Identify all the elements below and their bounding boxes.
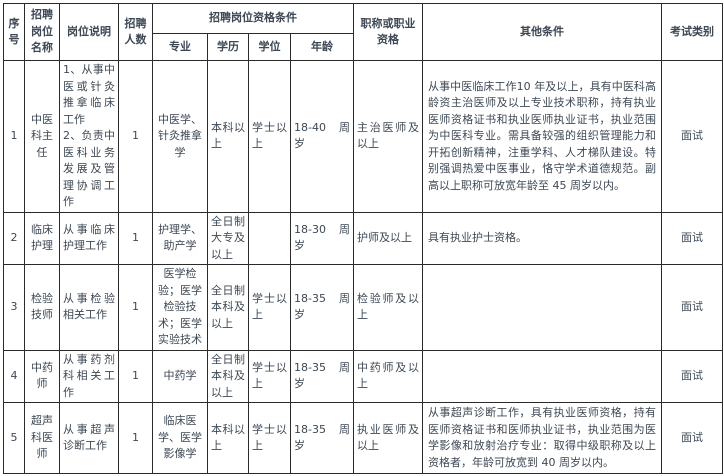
cell-major: 临床医学、医学影像学	[152, 402, 208, 474]
header-cell-age: 年龄	[290, 33, 354, 61]
cell-major: 护理学、助产学	[152, 211, 208, 265]
cell-title-qualification: 中药师及以上	[353, 349, 423, 403]
cell-headcount: 1	[118, 264, 153, 351]
cell-title-qualification: 执业医师及以上	[353, 402, 423, 474]
table-row: 3 检验技师 从事检验相关工作 1 医学检验；医学检验技术；医学实验技术 全日制…	[3, 264, 723, 351]
cell-headcount: 1	[118, 60, 153, 213]
cell-degree: 学士以上	[248, 402, 291, 474]
header-cell-title-qualification: 职称或职业资格	[353, 3, 423, 61]
cell-other-conditions: 从事超声诊断工作，具有执业医师资格，持有医师资格证书和医师执业证书，执业范围为医…	[422, 402, 662, 474]
table-body: 1 中医科主任 1、从事中医或针灸推拿临床工作 2、负责中医科业务发展及管理协调…	[3, 60, 723, 474]
cell-position-name: 检验技师	[24, 264, 60, 351]
cell-age: 18-30 周岁	[290, 211, 354, 265]
header-cell-degree: 学位	[248, 33, 291, 61]
cell-exam-type: 面试	[661, 211, 723, 265]
cell-degree: 学士以上	[248, 349, 291, 403]
table-header: 序号 招聘岗位名称 岗位说明 招聘人数 招聘岗位资格条件 职称或职业资格 其他条…	[3, 3, 723, 61]
cell-age: 18-35 周岁	[290, 402, 354, 474]
header-cell-qualification-group: 招聘岗位资格条件	[152, 3, 354, 34]
cell-position-name: 超声科医师	[24, 402, 60, 474]
cell-serial: 3	[3, 264, 25, 351]
cell-age: 18-35 周岁	[290, 349, 354, 403]
cell-other-conditions	[422, 264, 662, 351]
cell-title-qualification: 检验师及以上	[353, 264, 423, 351]
cell-headcount: 1	[118, 402, 153, 474]
header-cell-education: 学历	[207, 33, 249, 61]
cell-education: 全日制本科及以上	[207, 264, 249, 351]
cell-serial: 1	[3, 60, 25, 213]
header-cell-exam-type: 考试类别	[661, 3, 723, 61]
cell-education: 全日制大专及以上	[207, 211, 249, 265]
cell-title-qualification: 主治医师及以上	[353, 60, 423, 213]
cell-position-desc: 从事检验相关工作	[59, 264, 119, 351]
cell-other-conditions: 从事中医临床工作10 年及以上，具有中医科高龄资主治医师及以上专业技术职称，持有…	[422, 60, 662, 213]
cell-exam-type: 面试	[661, 264, 723, 351]
cell-degree: 学士以上	[248, 60, 291, 213]
cell-position-name: 临床护理	[24, 211, 60, 265]
cell-serial: 2	[3, 211, 25, 265]
cell-education: 本科以上	[207, 60, 249, 213]
header-cell-major: 专业	[152, 33, 208, 61]
table-row: 1 中医科主任 1、从事中医或针灸推拿临床工作 2、负责中医科业务发展及管理协调…	[3, 60, 723, 213]
cell-other-conditions: 具有执业护士资格。	[422, 211, 662, 265]
cell-position-desc: 从事临床护理工作	[59, 211, 119, 265]
cell-education: 全日制本科及以上	[207, 349, 249, 403]
cell-age: 18-35 周岁	[290, 264, 354, 351]
cell-education: 本科以上	[207, 402, 249, 474]
recruitment-positions-table: 序号 招聘岗位名称 岗位说明 招聘人数 招聘岗位资格条件 职称或职业资格 其他条…	[3, 3, 723, 474]
cell-major: 医学检验；医学检验技术；医学实验技术	[152, 264, 208, 351]
cell-degree	[248, 211, 291, 265]
cell-title-qualification: 护师及以上	[353, 211, 423, 265]
table-row: 2 临床护理 从事临床护理工作 1 护理学、助产学 全日制大专及以上 18-30…	[3, 211, 723, 265]
cell-position-desc: 1、从事中医或针灸推拿临床工作 2、负责中医科业务发展及管理协调工作	[59, 60, 119, 213]
header-cell-serial: 序号	[3, 3, 25, 61]
cell-serial: 5	[3, 402, 25, 474]
header-cell-headcount: 招聘人数	[118, 3, 153, 61]
cell-headcount: 1	[118, 349, 153, 403]
cell-position-desc: 从事超声诊断工作	[59, 402, 119, 474]
cell-major: 中药学	[152, 349, 208, 403]
cell-position-name: 中医科主任	[24, 60, 60, 213]
cell-major: 中医学、针灸推拿学	[152, 60, 208, 213]
header-cell-other-conditions: 其他条件	[422, 3, 662, 61]
header-cell-position-desc: 岗位说明	[59, 3, 119, 61]
cell-age: 18-40 周岁	[290, 60, 354, 213]
cell-exam-type: 面试	[661, 60, 723, 213]
cell-position-name: 中药师	[24, 349, 60, 403]
cell-exam-type: 面试	[661, 402, 723, 474]
table-row: 4 中药师 从事药剂科相关工作 1 中药学 全日制本科及以上 学士以上 18-3…	[3, 349, 723, 403]
cell-other-conditions	[422, 349, 662, 403]
cell-serial: 4	[3, 349, 25, 403]
cell-headcount: 1	[118, 211, 153, 265]
cell-position-desc: 从事药剂科相关工作	[59, 349, 119, 403]
cell-exam-type: 面试	[661, 349, 723, 403]
cell-degree: 学士以上	[248, 264, 291, 351]
header-cell-position-name: 招聘岗位名称	[24, 3, 60, 61]
table-row: 5 超声科医师 从事超声诊断工作 1 临床医学、医学影像学 本科以上 学士以上 …	[3, 402, 723, 474]
